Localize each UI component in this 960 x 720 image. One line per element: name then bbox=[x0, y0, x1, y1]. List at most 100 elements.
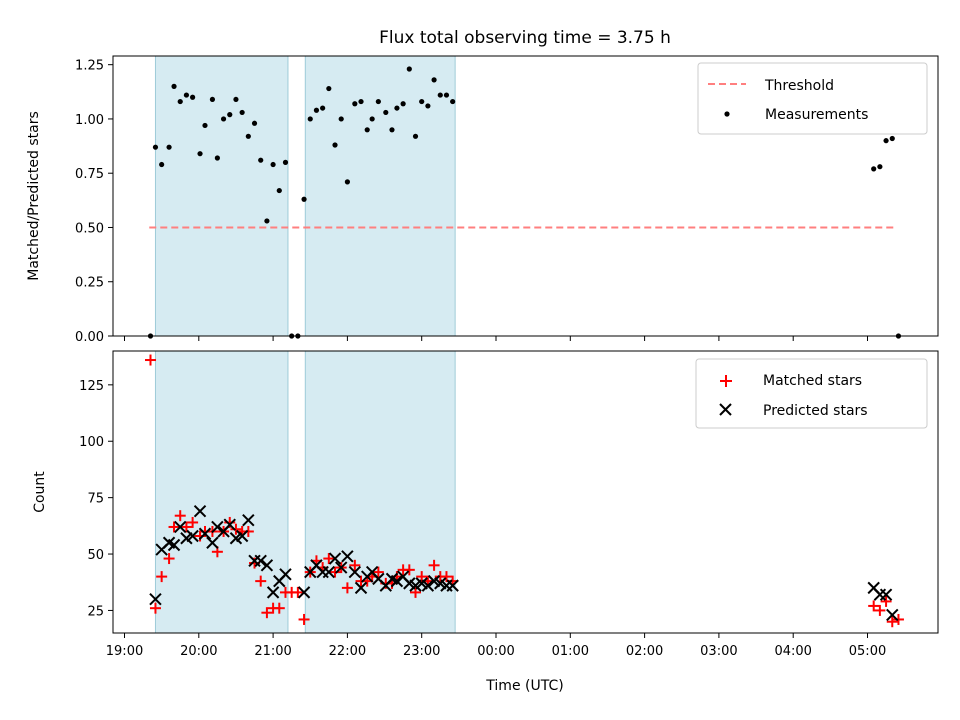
measurement-point bbox=[369, 116, 375, 122]
measurement-point bbox=[276, 187, 282, 194]
measurement-point bbox=[159, 161, 165, 168]
matched-star-point bbox=[230, 523, 242, 535]
measurement-point bbox=[406, 66, 412, 72]
y-tick-label: 100 bbox=[79, 435, 104, 450]
measurement-point bbox=[364, 127, 370, 133]
measurement-point bbox=[245, 133, 251, 139]
matched-star-point bbox=[428, 559, 440, 571]
predicted-star-point bbox=[186, 529, 199, 543]
predicted-star-point bbox=[879, 588, 893, 601]
measurement-point bbox=[282, 159, 289, 165]
measurement-point bbox=[332, 142, 338, 148]
measurement-point bbox=[313, 107, 320, 113]
bottom-plot-frame bbox=[112, 350, 939, 634]
predicted-star-point bbox=[149, 592, 162, 606]
measurement-point bbox=[338, 116, 344, 122]
predicted-star-point bbox=[266, 586, 280, 599]
predicted-star-point bbox=[174, 520, 187, 534]
measurement-point bbox=[883, 138, 889, 144]
top-y-axis-label: Matched/Predicted stars bbox=[26, 111, 42, 281]
top-panel: 0.00 0.25 0.50 0.75 1.00 1.25 Matched/Predict… bbox=[26, 55, 939, 345]
predicted-star-point bbox=[167, 538, 181, 552]
matched-star-point bbox=[892, 613, 904, 625]
x-tick-label: 01:00 bbox=[552, 644, 589, 659]
measurement-point bbox=[166, 144, 172, 150]
matched-star-point bbox=[874, 604, 886, 616]
predicted-star-point bbox=[335, 561, 348, 574]
observing-window-shade bbox=[154, 350, 289, 634]
matched-legend-marker bbox=[720, 375, 732, 387]
matched-star-point bbox=[242, 525, 254, 537]
predicted-star-point bbox=[354, 581, 368, 595]
x-tick-label: 02:00 bbox=[626, 644, 663, 659]
bottom-x-ticks: 19:00 20:00 21:00 22:00 23:00 00:00 01:00 02:00… bbox=[106, 633, 886, 659]
predicted-star-point bbox=[348, 565, 362, 579]
matched-star-point bbox=[329, 566, 341, 578]
predicted-star-point bbox=[341, 550, 354, 563]
measurement-point bbox=[394, 105, 400, 111]
predicted-star-point bbox=[235, 529, 249, 543]
legend-measurements-label: Measurements bbox=[765, 107, 868, 123]
bottom-y-axis-label: Count bbox=[32, 471, 48, 513]
measurement-point bbox=[227, 112, 233, 118]
measurement-point bbox=[877, 164, 883, 170]
matched-star-point bbox=[168, 521, 180, 533]
predicted-star-point bbox=[193, 504, 207, 518]
y-tick-label: 0.50 bbox=[75, 221, 104, 236]
predicted-star-point bbox=[446, 579, 459, 592]
matched-star-point bbox=[292, 586, 304, 598]
matched-star-point bbox=[349, 559, 361, 571]
matched-star-point bbox=[156, 571, 168, 583]
measurement-point bbox=[171, 83, 177, 89]
x-axis-label: Time (UTC) bbox=[485, 678, 563, 694]
measurement-point bbox=[889, 135, 895, 142]
measurement-point bbox=[214, 155, 220, 161]
predicted-star-point bbox=[211, 520, 224, 534]
predicted-star-point bbox=[873, 588, 887, 601]
y-tick-label: 0.00 bbox=[75, 330, 104, 345]
top-x-ticks bbox=[124, 336, 868, 341]
matched-star-point bbox=[145, 354, 157, 366]
matched-star-point bbox=[868, 600, 880, 612]
predicted-star-point bbox=[242, 513, 255, 527]
measurement-point bbox=[202, 122, 208, 129]
matched-star-point bbox=[174, 510, 186, 522]
top-legend: Threshold Measurements bbox=[697, 62, 928, 135]
measurement-points bbox=[147, 66, 902, 339]
y-tick-label: 125 bbox=[79, 379, 104, 394]
x-tick-label: 23:00 bbox=[403, 644, 440, 659]
top-y-ticks: 0.00 0.25 0.50 0.75 1.00 1.25 bbox=[75, 59, 113, 345]
measurement-point bbox=[389, 127, 395, 133]
matched-star-point bbox=[180, 521, 192, 533]
legend-matched-label: Matched stars bbox=[763, 373, 862, 389]
top-legend-box bbox=[697, 62, 928, 135]
matched-star-point bbox=[403, 564, 415, 576]
x-tick-label: 04:00 bbox=[774, 644, 811, 659]
measurement-point bbox=[307, 116, 313, 122]
predicted-star-point bbox=[421, 579, 435, 592]
y-tick-label: 50 bbox=[87, 548, 104, 563]
measurement-legend-marker bbox=[724, 111, 730, 117]
chart-title: Flux total observing time = 3.75 h bbox=[379, 28, 671, 48]
matched-star-point bbox=[880, 595, 892, 607]
measurement-point bbox=[209, 96, 216, 103]
bottom-y-ticks: 25 50 75 100 125 bbox=[79, 379, 113, 619]
matched-star-point bbox=[341, 582, 353, 594]
predicted-star-point bbox=[328, 552, 342, 565]
measurement-point bbox=[871, 166, 877, 172]
x-tick-label: 00:00 bbox=[477, 644, 514, 659]
legend-threshold-label: Threshold bbox=[764, 78, 834, 94]
measurement-point bbox=[344, 179, 350, 185]
matched-star-point bbox=[298, 613, 310, 625]
measurement-point bbox=[177, 98, 183, 105]
x-tick-label: 19:00 bbox=[106, 644, 143, 659]
measurement-point bbox=[183, 92, 190, 98]
y-tick-label: 0.75 bbox=[75, 167, 104, 182]
measurement-point bbox=[264, 218, 270, 224]
y-tick-label: 1.25 bbox=[75, 59, 104, 74]
measurement-point bbox=[450, 98, 456, 105]
predicted-star-point bbox=[206, 536, 219, 549]
measurement-point bbox=[375, 98, 381, 105]
measurement-point bbox=[233, 96, 239, 103]
